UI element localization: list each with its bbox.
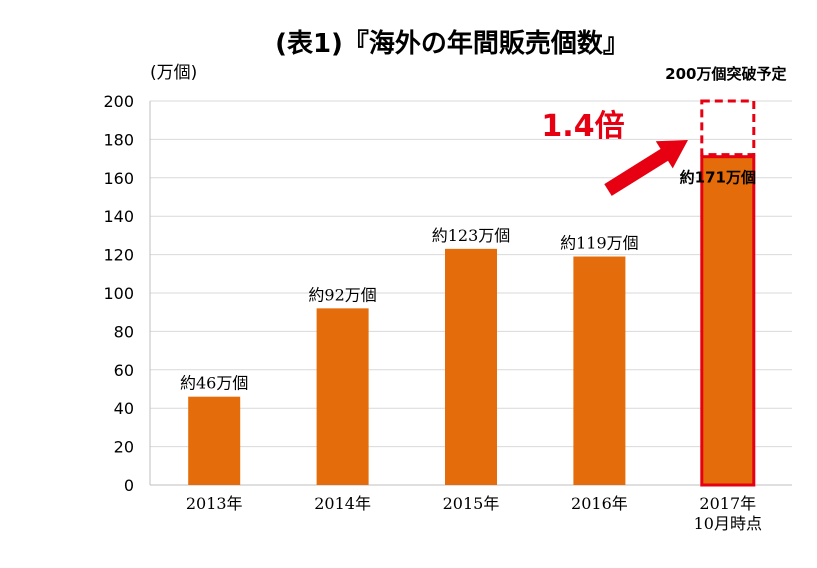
data-label: 約119万個 — [560, 234, 639, 253]
y-tick-label: 60 — [114, 361, 134, 380]
x-tick-label: 2017年 — [699, 494, 756, 513]
chart-title: (表1)『海外の年間販売個数』 — [275, 28, 629, 59]
projection-box — [700, 99, 756, 157]
y-axis-unit-label: (万個) — [150, 63, 197, 83]
data-label: 約171万個 — [680, 169, 756, 187]
bar — [700, 155, 756, 487]
bar — [573, 256, 626, 485]
data-label: 約46万個 — [180, 374, 248, 393]
y-tick-label: 120 — [103, 246, 134, 265]
growth-arrow-shaft — [604, 145, 674, 196]
x-tick-label: 2014年 — [314, 494, 371, 513]
growth-arrow-head — [655, 140, 688, 169]
y-tick-label: 80 — [114, 322, 134, 341]
y-tick-label: 0 — [124, 476, 134, 495]
data-label: 約92万個 — [308, 285, 376, 304]
projection-label: 200万個突破予定 — [665, 65, 786, 83]
y-tick-label: 140 — [103, 207, 134, 226]
y-tick-label: 100 — [103, 284, 134, 303]
y-tick-label: 200 — [103, 92, 134, 111]
growth-multiplier-label: 1.4倍 — [541, 109, 624, 144]
bar — [445, 248, 497, 485]
y-tick-label: 40 — [114, 399, 134, 418]
x-tick-label: 2016年 — [571, 494, 628, 513]
y-tick-label: 180 — [103, 130, 134, 149]
bar — [316, 308, 369, 485]
x-tick-label: 10月時点 — [694, 514, 762, 533]
data-label: 約123万個 — [432, 226, 511, 245]
y-tick-label: 20 — [114, 438, 134, 457]
bar — [188, 396, 241, 485]
y-tick-label: 160 — [103, 169, 134, 188]
x-tick-label: 2013年 — [186, 494, 243, 513]
x-tick-label: 2015年 — [443, 494, 500, 513]
